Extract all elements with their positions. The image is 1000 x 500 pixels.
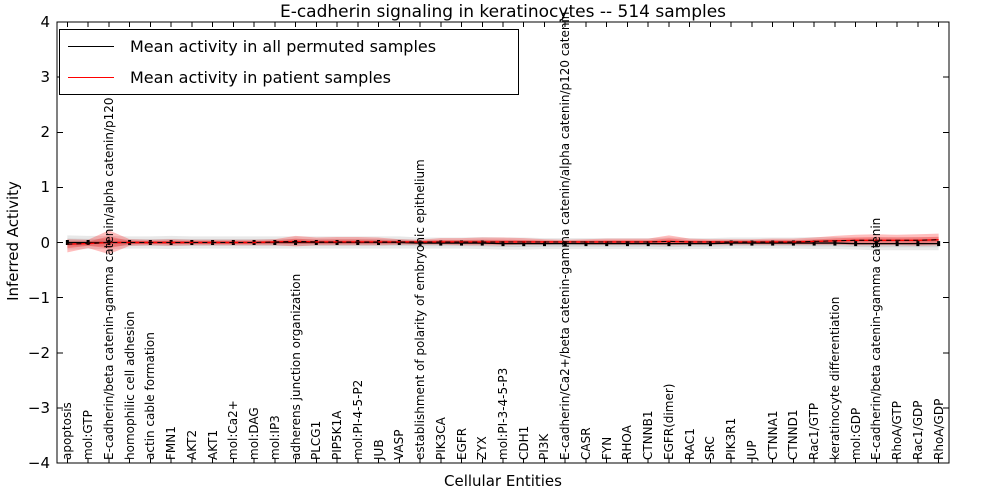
x-tick-label: SRC xyxy=(703,436,718,460)
data-point-marker xyxy=(688,241,692,247)
x-tick-label: EGFR(dimer) xyxy=(661,383,676,460)
data-point-marker xyxy=(480,240,484,246)
y-tick-label: −1 xyxy=(27,288,50,307)
data-point-marker xyxy=(708,241,712,247)
x-tick-label: PI3K xyxy=(537,433,552,460)
x-tick-label: E-cadherin/beta catenin-gamma catenin xyxy=(869,217,884,460)
data-point-marker xyxy=(874,241,878,247)
x-tick-label: CTNND1 xyxy=(786,409,801,460)
x-tick-label: E-cadherin/Ca2+/beta catenin-gamma caten… xyxy=(558,11,573,460)
y-tick-label: 3 xyxy=(40,68,50,87)
y-tick-label: 4 xyxy=(40,13,50,31)
data-point-marker xyxy=(625,241,629,247)
data-point-marker xyxy=(895,241,899,247)
x-tick-label: FMN1 xyxy=(164,426,179,460)
y-tick-label: 0 xyxy=(40,233,50,252)
data-point-marker xyxy=(65,240,69,245)
x-tick-label: PIK3CA xyxy=(433,417,448,460)
legend-line-sample-red xyxy=(68,77,114,78)
x-tick-label: JUB xyxy=(371,439,386,460)
y-tick-label: 1 xyxy=(40,178,50,197)
x-tick-label: RHOA xyxy=(620,425,635,460)
legend-label-patient: Mean activity in patient samples xyxy=(130,68,391,87)
x-tick-label: PIP5K1A xyxy=(330,410,345,460)
x-tick-label: CTNNB1 xyxy=(641,410,656,460)
x-tick-label: Rac1/GTP xyxy=(807,402,822,460)
data-point-marker xyxy=(833,240,837,246)
x-tick-label: RhoA/GDP xyxy=(931,398,946,460)
data-point-marker xyxy=(771,240,775,246)
x-tick-label: mol:PI-3-4-5-P3 xyxy=(496,367,510,460)
data-point-marker xyxy=(522,241,526,247)
legend-entry-patient: Mean activity in patient samples xyxy=(60,66,518,90)
data-point-marker xyxy=(605,241,609,247)
x-tick-label: E-cadherin/beta catenin-gamma catenin/al… xyxy=(101,49,116,460)
y-tick-label: 2 xyxy=(40,123,50,142)
legend: Mean activity in all permuted samples Me… xyxy=(59,29,519,95)
x-tick-label: RhoA/GTP xyxy=(890,401,905,460)
x-tick-label: PIK3R1 xyxy=(724,417,739,460)
legend-entry-permuted: Mean activity in all permuted samples xyxy=(60,35,518,59)
x-tick-label: AKT2 xyxy=(184,429,199,460)
data-point-marker xyxy=(916,241,920,247)
x-tick-label: Rac1/GDP xyxy=(910,400,925,460)
x-tick-label: JUP xyxy=(744,440,759,460)
x-axis-label: Cellular Entities xyxy=(444,472,562,490)
data-point-marker xyxy=(86,240,90,245)
x-tick-label: EGFR xyxy=(454,427,469,460)
data-point-marker xyxy=(667,241,671,247)
x-tick-label: mol:DAG xyxy=(247,407,262,460)
x-tick-label: establishment of polarity of embryonic e… xyxy=(413,159,428,460)
chart-title: E-cadherin signaling in keratinocytes --… xyxy=(279,2,727,22)
x-tick-label: CTNNA1 xyxy=(765,410,780,460)
x-tick-label: mol:GTP xyxy=(81,410,96,460)
data-point-marker xyxy=(501,241,505,247)
data-point-marker xyxy=(729,240,733,246)
data-point-marker xyxy=(584,241,588,247)
data-point-marker xyxy=(750,240,754,246)
y-tick-label: −4 xyxy=(27,454,50,472)
x-tick-label: mol:IP3 xyxy=(267,415,282,460)
data-point-marker xyxy=(563,241,567,247)
x-tick-label: AKT1 xyxy=(205,429,220,460)
x-tick-label: actin cable formation xyxy=(143,332,158,460)
x-tick-label: mol:Ca2+ xyxy=(226,400,241,460)
data-point-marker xyxy=(854,241,858,247)
x-tick-label: PLCG1 xyxy=(309,420,324,460)
x-tick-label: mol:GDP xyxy=(848,407,863,460)
x-tick-label: CDH1 xyxy=(516,425,531,460)
data-point-marker xyxy=(542,241,546,247)
x-tick-label: VASP xyxy=(392,429,407,460)
data-point-marker xyxy=(418,240,422,246)
x-tick-label: keratinocyte differentiation xyxy=(827,296,842,460)
x-tick-label: CASR xyxy=(578,427,593,460)
data-point-marker xyxy=(439,240,443,246)
x-tick-label: ZYX xyxy=(475,436,490,460)
data-point-marker xyxy=(812,240,816,246)
x-tick-label: mol:PI-4-5-P2 xyxy=(350,379,365,460)
data-point-marker xyxy=(460,240,464,246)
x-tick-label: homophilic cell adhesion xyxy=(122,311,137,460)
x-tick-label: adherens junction organization xyxy=(288,273,303,460)
data-point-marker xyxy=(646,241,650,247)
y-tick-label: −2 xyxy=(27,343,50,362)
y-tick-label: −3 xyxy=(27,398,50,417)
x-tick-label: FYN xyxy=(599,436,614,460)
dashed-overlay-line xyxy=(67,239,939,245)
x-tick-label: apoptosis xyxy=(60,402,75,460)
data-point-marker xyxy=(294,240,298,245)
data-point-marker xyxy=(791,240,795,246)
x-tick-label: RAC1 xyxy=(682,428,697,460)
data-point-marker xyxy=(937,241,941,247)
legend-line-sample-black xyxy=(68,46,114,47)
legend-label-permuted: Mean activity in all permuted samples xyxy=(130,37,437,56)
